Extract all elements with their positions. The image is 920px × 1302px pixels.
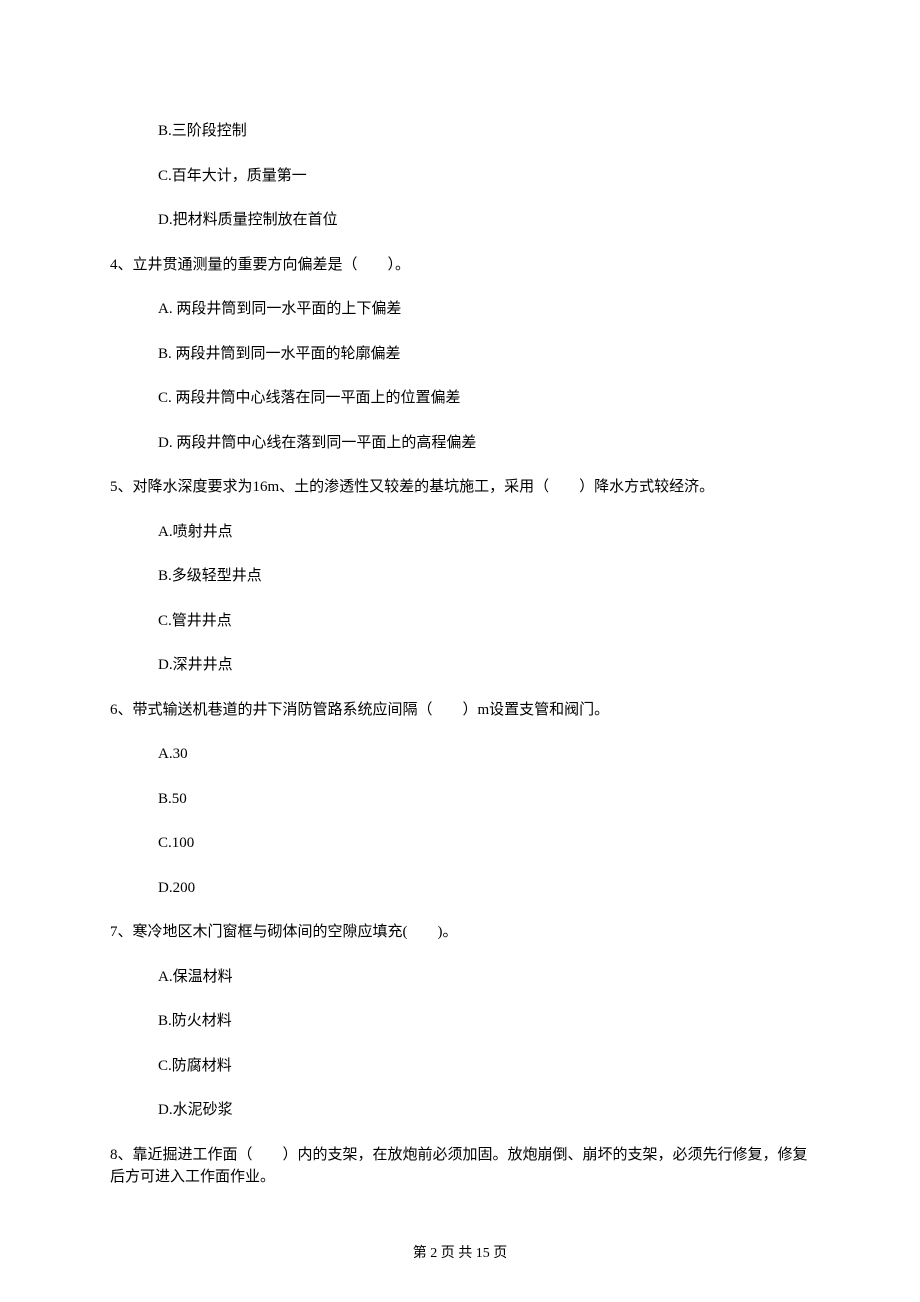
q5-option-a: A.喷射井点 (158, 521, 810, 544)
q4-option-c: C. 两段井筒中心线落在同一平面上的位置偏差 (158, 387, 810, 410)
q4-option-d: D. 两段井筒中心线在落到同一平面上的高程偏差 (158, 432, 810, 455)
q3-option-b: B.三阶段控制 (158, 120, 810, 143)
question-6: 6、带式输送机巷道的井下消防管路系统应间隔（ ）m设置支管和阀门。 (110, 699, 810, 722)
q3-option-d: D.把材料质量控制放在首位 (158, 209, 810, 232)
question-7: 7、寒冷地区木门窗框与砌体间的空隙应填充( )。 (110, 921, 810, 944)
q6-option-b: B.50 (158, 788, 810, 811)
q4-option-a: A. 两段井筒到同一水平面的上下偏差 (158, 298, 810, 321)
q6-option-c: C.100 (158, 832, 810, 855)
q3-option-c: C.百年大计，质量第一 (158, 165, 810, 188)
q7-option-b: B.防火材料 (158, 1010, 810, 1033)
q6-option-a: A.30 (158, 743, 810, 766)
q4-option-b: B. 两段井筒到同一水平面的轮廓偏差 (158, 343, 810, 366)
document-content: B.三阶段控制 C.百年大计，质量第一 D.把材料质量控制放在首位 4、立井贯通… (110, 120, 810, 1189)
q5-option-b: B.多级轻型井点 (158, 565, 810, 588)
q5-option-d: D.深井井点 (158, 654, 810, 677)
question-4: 4、立井贯通测量的重要方向偏差是（ ）。 (110, 254, 810, 277)
page-footer: 第 2 页 共 15 页 (0, 1242, 920, 1262)
q5-option-c: C.管井井点 (158, 610, 810, 633)
q7-option-a: A.保温材料 (158, 966, 810, 989)
question-8: 8、靠近掘进工作面（ ）内的支架，在放炮前必须加固。放炮崩倒、崩坏的支架，必须先… (110, 1144, 810, 1189)
q6-option-d: D.200 (158, 877, 810, 900)
q7-option-c: C.防腐材料 (158, 1055, 810, 1078)
question-5: 5、对降水深度要求为16m、土的渗透性又较差的基坑施工，采用（ ）降水方式较经济… (110, 476, 810, 499)
q7-option-d: D.水泥砂浆 (158, 1099, 810, 1122)
